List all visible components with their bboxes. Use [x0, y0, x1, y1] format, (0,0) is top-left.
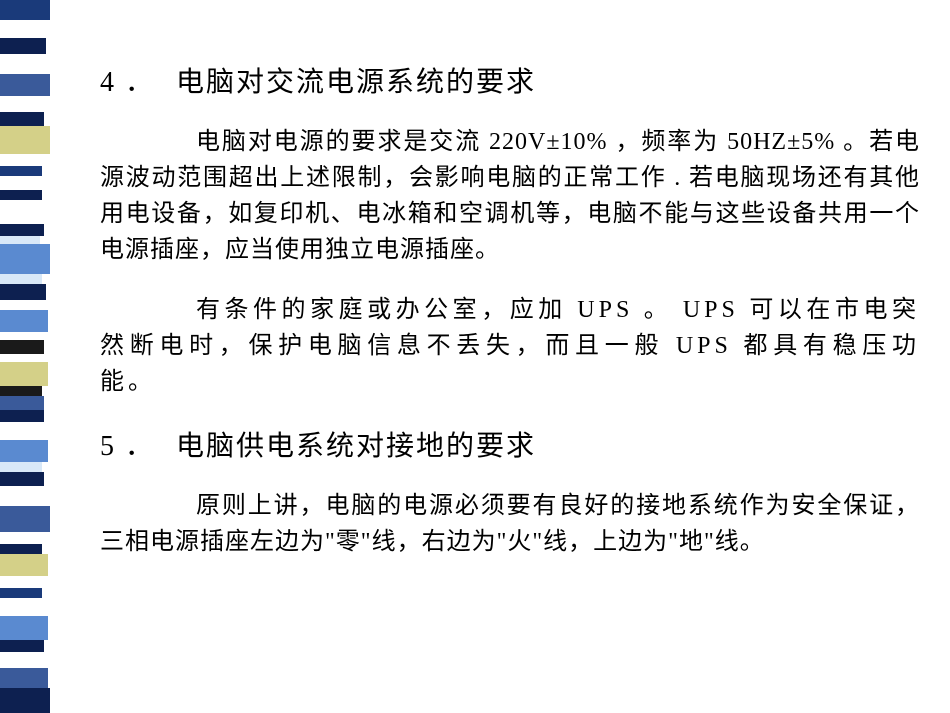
decoration-stripe	[0, 332, 40, 340]
decoration-stripe	[0, 386, 42, 396]
decoration-stripe	[0, 410, 44, 422]
decoration-stripe	[0, 190, 42, 200]
section-4-paragraph-1: 电脑对电源的要求是交流 220V±10% ，频率为 50HZ±5% 。若电源波动…	[100, 124, 920, 268]
decoration-stripe	[0, 284, 46, 300]
decoration-stripe	[0, 176, 44, 190]
decoration-stripe	[0, 200, 48, 224]
decoration-stripe	[0, 652, 46, 668]
section-5-title: 电脑供电系统对接地的要求	[176, 431, 536, 462]
decoration-stripe	[0, 544, 42, 554]
decoration-stripe	[0, 20, 48, 38]
decoration-stripe	[0, 96, 46, 112]
decoration-stripe	[0, 154, 44, 166]
section-5-number: 5 ．	[100, 431, 155, 462]
document-content: 4 ． 电脑对交流电源系统的要求 电脑对电源的要求是交流 220V±10% ，频…	[100, 60, 920, 584]
decoration-stripe	[0, 668, 48, 688]
decoration-stripe	[0, 0, 50, 20]
decoration-stripe	[0, 274, 42, 284]
decoration-stripe	[0, 616, 48, 640]
decoration-stripe	[0, 506, 50, 532]
decoration-stripe	[0, 74, 50, 96]
decoration-stripe	[0, 576, 44, 588]
decoration-stripe	[0, 472, 44, 486]
decoration-stripe	[0, 462, 42, 472]
decoration-stripe	[0, 588, 42, 598]
decoration-stripe	[0, 640, 44, 652]
decoration-stripe	[0, 422, 46, 440]
decoration-stripe	[0, 54, 48, 74]
section-4-number: 4 ．	[100, 67, 155, 98]
decoration-stripe	[0, 244, 50, 274]
section-4-title: 电脑对交流电源系统的要求	[176, 67, 536, 98]
section-5-heading: 5 ． 电脑供电系统对接地的要求	[100, 424, 920, 464]
side-decoration	[0, 0, 60, 713]
decoration-stripe	[0, 38, 46, 54]
decoration-stripe	[0, 236, 40, 244]
decoration-stripe	[0, 166, 42, 176]
decoration-stripe	[0, 354, 40, 362]
decoration-stripe	[0, 598, 46, 616]
decoration-stripe	[0, 112, 44, 126]
decoration-stripe	[0, 300, 42, 310]
decoration-stripe	[0, 688, 50, 713]
decoration-stripe	[0, 554, 48, 576]
section-4-heading: 4 ． 电脑对交流电源系统的要求	[100, 60, 920, 100]
decoration-stripe	[0, 310, 48, 332]
decoration-stripe	[0, 224, 44, 236]
section-4-paragraph-2: 有条件的家庭或办公室，应加 UPS 。 UPS 可以在市电突然断电时，保护电脑信…	[100, 292, 920, 400]
section-5-paragraph-1: 原则上讲，电脑的电源必须要有良好的接地系统作为安全保证，三相电源插座左边为"零"…	[100, 488, 920, 560]
decoration-stripe	[0, 126, 50, 154]
decoration-stripe	[0, 396, 44, 410]
decoration-stripe	[0, 532, 44, 544]
decoration-stripe	[0, 440, 48, 462]
decoration-stripe	[0, 486, 48, 506]
decoration-stripe	[0, 362, 48, 386]
decoration-stripe	[0, 340, 44, 354]
